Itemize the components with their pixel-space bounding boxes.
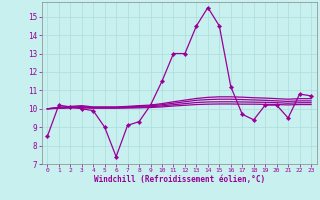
X-axis label: Windchill (Refroidissement éolien,°C): Windchill (Refroidissement éolien,°C) [94, 175, 265, 184]
